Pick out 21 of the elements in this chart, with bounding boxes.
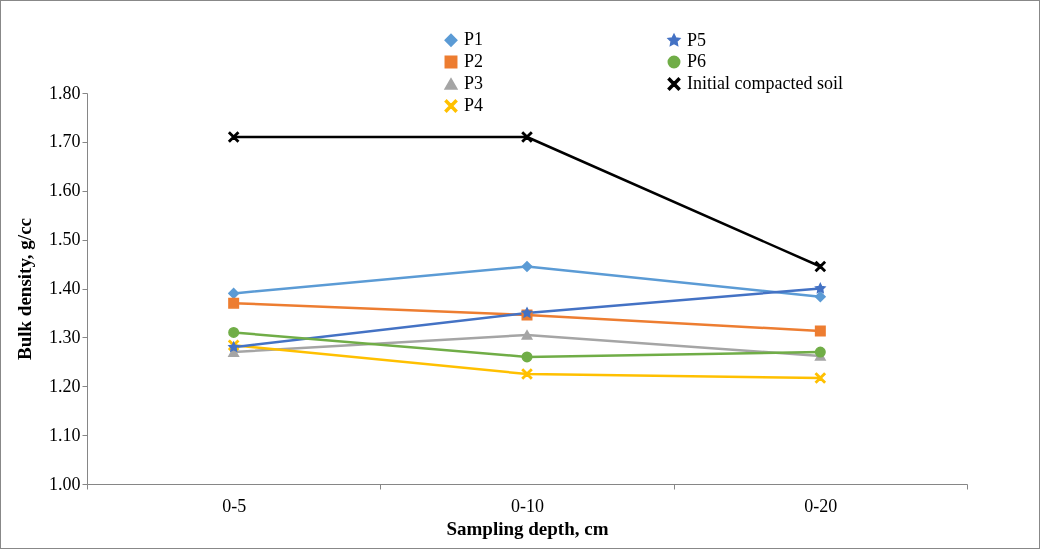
y-tick-label: 1.30 [49, 326, 81, 347]
legend-label: P6 [687, 51, 707, 71]
y-tick-label: 1.50 [49, 229, 81, 250]
legend-label: Initial compacted soil [687, 73, 843, 93]
y-axis-title: Bulk density, g/cc [14, 218, 35, 360]
legend-label: P5 [687, 29, 707, 50]
y-tick-label: 1.40 [49, 278, 81, 298]
legend-label: P3 [464, 73, 484, 93]
y-tick-label: 1.10 [49, 424, 81, 445]
y-tick-label: 1.80 [49, 82, 81, 103]
y-tick-label: 1.70 [49, 131, 81, 152]
y-tick-label: 1.60 [49, 180, 81, 201]
y-tick-label: 1.00 [49, 473, 81, 494]
y-tick-label: 1.20 [49, 375, 81, 396]
x-tick-label: 0-5 [222, 495, 247, 516]
x-axis-title: Sampling depth, cm [446, 517, 609, 539]
legend-label: P2 [464, 51, 484, 71]
legend-label: P1 [464, 29, 484, 50]
legend-label: P4 [464, 95, 484, 115]
x-tick-label: 0-10 [511, 495, 544, 516]
x-tick-label: 0-20 [804, 495, 838, 516]
